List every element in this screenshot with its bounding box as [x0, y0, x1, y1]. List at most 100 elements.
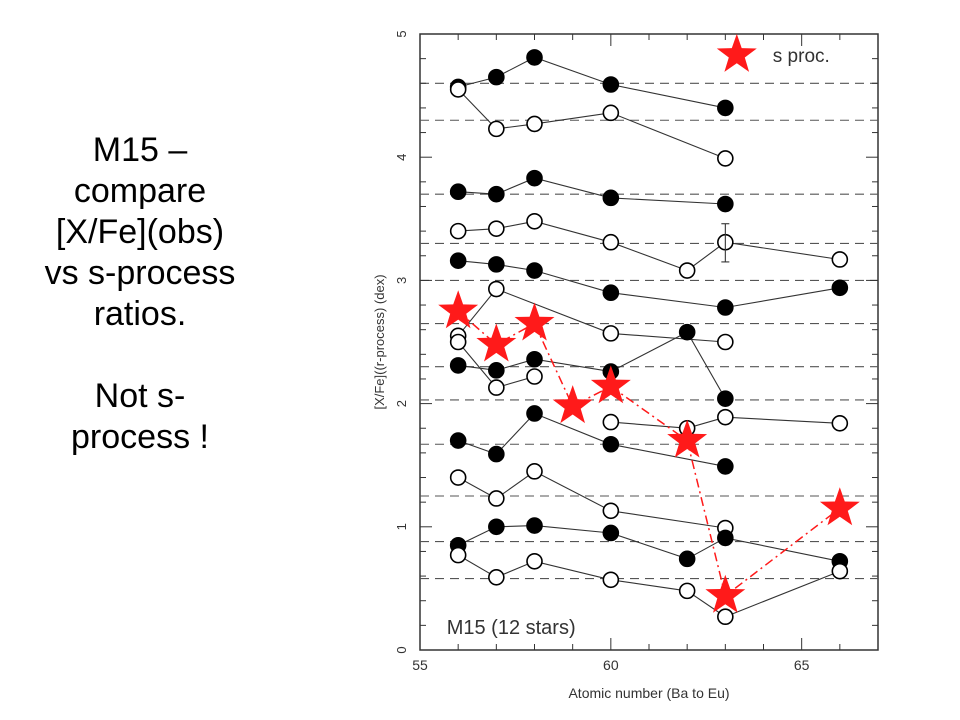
open-point	[526, 115, 543, 133]
filled-point	[449, 252, 467, 269]
filled-point	[449, 357, 467, 374]
y-tick-label: 0	[394, 646, 409, 653]
x-tick-label: 55	[412, 657, 428, 673]
caption-line-7: process !	[71, 418, 209, 456]
open-point	[449, 546, 467, 564]
star-track	[449, 252, 849, 316]
s-process-star	[552, 385, 593, 424]
filled-point	[449, 183, 467, 200]
filled-point	[678, 550, 696, 568]
open-point	[449, 222, 467, 240]
open-point	[488, 569, 505, 586]
track-line	[457, 554, 841, 618]
x-tick-label: 60	[603, 657, 619, 673]
star-track	[449, 333, 543, 396]
open-point	[526, 463, 543, 480]
star-track	[449, 169, 734, 213]
filled-point	[488, 362, 505, 379]
star-track	[602, 408, 849, 437]
y-tick-label: 4	[394, 154, 409, 161]
open-point	[526, 368, 543, 385]
x-axis-label: Atomic number (Ba to Eu)	[568, 685, 729, 701]
open-point	[831, 562, 849, 580]
y-tick-label: 5	[394, 30, 409, 37]
filled-point	[488, 445, 505, 463]
filled-point	[526, 49, 543, 66]
caption-line-5: ratios.	[93, 295, 187, 333]
caption-line-4: vs s-process	[44, 254, 236, 292]
open-point	[831, 415, 849, 432]
star-track	[449, 517, 849, 570]
open-point	[831, 251, 849, 268]
open-point	[678, 582, 696, 600]
star-track	[449, 463, 734, 537]
plot-inner-label: M15 (12 stars)	[447, 617, 576, 639]
open-point	[449, 333, 467, 351]
abundance-chart: 55 60 65 0 1 2 3 4 5 s proc. M15 (12 stars) Atom…	[372, 30, 879, 701]
s-process-series	[438, 290, 860, 613]
open-point	[602, 571, 620, 589]
open-point	[526, 212, 543, 230]
filled-point	[526, 169, 543, 187]
open-point	[717, 408, 734, 426]
slide-caption: M15 – compare [X/Fe](obs) vs s-process r…	[30, 130, 250, 458]
track-line	[610, 416, 840, 429]
star-track	[449, 323, 734, 407]
open-point	[449, 81, 467, 98]
filled-point	[526, 517, 543, 534]
s-process-star	[590, 365, 631, 404]
s-process-star	[514, 302, 555, 341]
filled-point	[602, 524, 620, 542]
star-series	[449, 49, 849, 626]
filled-point	[488, 185, 505, 203]
open-point	[488, 120, 505, 138]
open-point	[488, 490, 505, 507]
caption-line-6: Not s-	[94, 377, 186, 415]
open-point	[602, 413, 620, 431]
track-line	[457, 525, 840, 562]
s-process-line	[457, 310, 841, 598]
s-process-star	[819, 487, 860, 526]
filled-point	[717, 458, 734, 475]
legend-label: s proc.	[773, 46, 830, 67]
open-point	[717, 608, 734, 626]
open-point	[717, 150, 734, 167]
axis-ticks: 55 60 65 0 1 2 3 4 5	[394, 30, 879, 673]
track-line	[457, 288, 726, 343]
open-point	[602, 233, 620, 251]
open-point	[602, 502, 620, 520]
filled-point	[678, 323, 696, 341]
open-point	[488, 220, 505, 237]
filled-point	[526, 350, 543, 368]
filled-point	[717, 529, 734, 547]
star-track	[449, 212, 849, 279]
filled-point	[488, 256, 505, 273]
star-track	[449, 546, 849, 626]
open-point	[488, 379, 505, 396]
filled-point	[717, 390, 734, 407]
caption-line-2: compare	[73, 172, 207, 210]
s-process-star	[705, 574, 746, 613]
y-tick-label: 1	[394, 523, 409, 530]
open-point	[602, 104, 620, 122]
y-tick-label: 2	[394, 400, 409, 407]
open-point	[717, 333, 734, 351]
star-track	[449, 81, 734, 167]
open-point	[488, 280, 505, 298]
filled-point	[602, 189, 620, 207]
open-point	[449, 469, 467, 486]
x-tick-label: 65	[794, 657, 810, 673]
track-line	[458, 260, 840, 309]
filled-point	[449, 432, 467, 449]
filled-point	[717, 195, 734, 213]
s-process-star	[476, 323, 517, 362]
open-point	[526, 552, 543, 570]
filled-point	[488, 68, 505, 86]
legend-star-icon	[716, 33, 757, 72]
open-point	[602, 325, 620, 342]
y-tick-label: 3	[394, 277, 409, 284]
filled-point	[602, 284, 620, 302]
filled-point	[717, 99, 734, 117]
open-point	[678, 262, 696, 279]
filled-point	[717, 299, 734, 316]
